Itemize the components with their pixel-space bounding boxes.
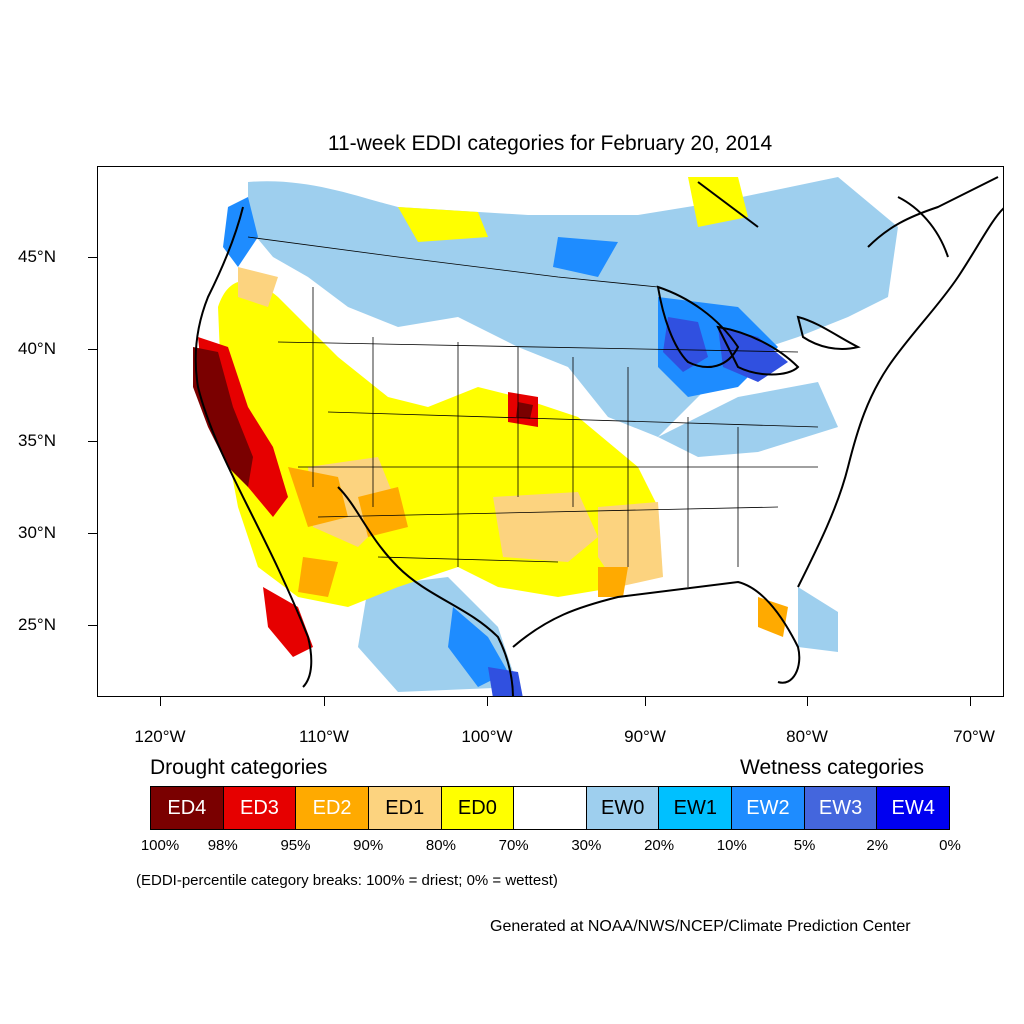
legend-box-ew2: EW2 xyxy=(732,787,805,829)
ed2-regions xyxy=(288,467,788,637)
legend-box-ed2: ED2 xyxy=(296,787,369,829)
legend-box-ew1: EW1 xyxy=(659,787,733,829)
legend-box-ew4: EW4 xyxy=(877,787,950,829)
lon-tick-70 xyxy=(970,697,971,706)
percentile-label: 10% xyxy=(716,837,747,854)
percentile-label: 100% xyxy=(140,837,180,854)
map-title: 11-week EDDI categories for February 20,… xyxy=(327,132,773,155)
percentile-label: 0% xyxy=(939,837,961,854)
lon-label-80: 80°W xyxy=(786,727,828,746)
legend-box-ew3: EW3 xyxy=(804,787,878,829)
legend-box-ed4: ED4 xyxy=(151,787,224,829)
lat-tick-45 xyxy=(88,257,97,258)
lon-tick-90 xyxy=(645,697,646,706)
coastlines xyxy=(194,176,1003,696)
wetness-heading: Wetness categories xyxy=(740,756,925,779)
lon-label-90: 90°W xyxy=(624,727,666,746)
lat-tick-35 xyxy=(88,441,97,442)
lat-label-40: 40°N xyxy=(18,339,56,358)
percentile-label: 5% xyxy=(793,837,816,854)
lat-label-30: 30°N xyxy=(18,523,56,542)
category-legend: ED4 ED3 ED2 ED1 ED0 EW0 EW1 EW2 EW3 EW4 xyxy=(150,786,950,830)
lon-tick-100 xyxy=(487,697,488,706)
percentile-label: 2% xyxy=(866,837,889,854)
lon-label-100: 100°W xyxy=(461,727,513,746)
lon-tick-80 xyxy=(807,697,808,706)
map-canvas xyxy=(193,176,1003,696)
lon-label-70: 70°W xyxy=(953,727,995,746)
percentile-label: 70% xyxy=(498,837,529,854)
lat-label-25: 25°N xyxy=(18,615,56,634)
legend-box-ed3: ED3 xyxy=(223,787,297,829)
eddi-map xyxy=(97,166,1004,697)
lat-label-35: 35°N xyxy=(18,431,56,450)
percentile-label: 95% xyxy=(280,837,311,854)
drought-heading: Drought categories xyxy=(150,756,328,779)
lat-label-45: 45°N xyxy=(18,247,56,266)
lon-label-110: 110°W xyxy=(299,727,349,746)
lat-tick-25 xyxy=(88,625,97,626)
legend-box-ew0: EW0 xyxy=(586,787,660,829)
lon-tick-110 xyxy=(324,697,325,706)
percentile-label: 90% xyxy=(353,837,384,854)
percentile-label: 98% xyxy=(207,837,238,854)
credit-line: Generated at NOAA/NWS/NCEP/Climate Predi… xyxy=(490,918,911,935)
legend-box-normal xyxy=(514,787,587,829)
percentile-label: 30% xyxy=(571,837,602,854)
state-borders xyxy=(247,236,819,587)
percentile-label: 80% xyxy=(425,837,456,854)
lat-tick-30 xyxy=(88,533,97,534)
light-blue-regions xyxy=(248,177,898,692)
percentile-label: 20% xyxy=(644,837,675,854)
lon-label-120: 120°W xyxy=(134,727,186,746)
legend-note: (EDDI-percentile category breaks: 100% =… xyxy=(136,872,558,889)
ed4-regions xyxy=(193,347,533,487)
dark-blue-regions xyxy=(488,317,788,696)
lat-tick-40 xyxy=(88,349,97,350)
lon-tick-120 xyxy=(160,697,161,706)
legend-box-ed0: ED0 xyxy=(441,787,515,829)
legend-box-ed1: ED1 xyxy=(368,787,442,829)
